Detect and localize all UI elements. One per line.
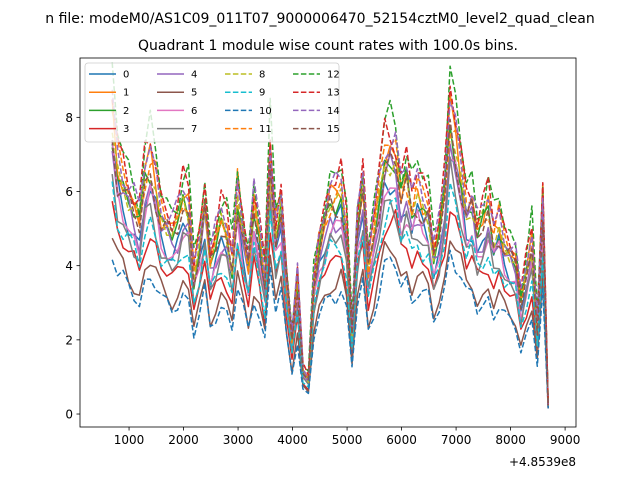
legend-label-5: 5 — [191, 88, 197, 99]
axes-border — [79, 57, 577, 428]
series-line-14 — [111, 89, 549, 406]
series-line-4 — [111, 143, 549, 406]
figure-suptitle: n file: modeM0/AS1C09_011T07_9000006470_… — [45, 11, 594, 27]
series-line-9 — [111, 181, 549, 408]
y-axis: 0 2 4 6 8 — [65, 111, 80, 422]
legend-label-1: 1 — [123, 88, 129, 99]
series-line-12 — [111, 62, 549, 405]
legend-label-8: 8 — [259, 70, 265, 81]
x-tick-label: 7000 — [441, 433, 472, 447]
legend-label-7: 7 — [191, 124, 197, 135]
x-tick-label: 4000 — [277, 433, 308, 447]
legend-label-13: 13 — [327, 88, 340, 99]
y-tick-label: 8 — [65, 111, 73, 125]
series-line-10 — [111, 249, 549, 409]
series-line-2 — [111, 124, 549, 406]
y-tick-label: 0 — [65, 408, 73, 422]
axes-frame — [79, 57, 577, 428]
x-tick-label: 1000 — [114, 433, 145, 447]
series-line-13 — [111, 85, 549, 405]
x-tick-label: 6000 — [386, 433, 417, 447]
y-tick-label: 2 — [65, 333, 73, 347]
legend-label-2: 2 — [123, 106, 129, 117]
x-tick-label: 8000 — [495, 433, 526, 447]
x-tick-label: 9000 — [550, 433, 581, 447]
x-tick-label: 5000 — [332, 433, 363, 447]
x-tick-label: 2000 — [168, 433, 199, 447]
y-tick-label: 4 — [65, 259, 73, 273]
series-line-8 — [111, 131, 549, 406]
x-offset-label: +4.8539e8 — [509, 455, 576, 469]
legend-label-12: 12 — [327, 70, 340, 81]
legend-label-14: 14 — [327, 106, 340, 117]
legend-box — [84, 62, 340, 143]
series-line-7 — [111, 156, 549, 407]
chart-title: Quadrant 1 module wise count rates with … — [138, 38, 518, 54]
legend-label-0: 0 — [123, 70, 129, 81]
legend-label-11: 11 — [259, 124, 272, 135]
series-line-15 — [111, 118, 549, 406]
legend-label-9: 9 — [259, 88, 265, 99]
series-layer — [111, 62, 549, 409]
x-tick-label: 3000 — [223, 433, 254, 447]
series-line-5 — [111, 237, 549, 409]
y-tick-label: 6 — [65, 185, 73, 199]
legend-label-6: 6 — [191, 106, 197, 117]
legend-label-15: 15 — [327, 124, 340, 135]
legend-label-10: 10 — [259, 106, 272, 117]
x-axis: 1000 2000 3000 4000 5000 6000 7000 8000 9000 — [114, 427, 581, 447]
legend-label-4: 4 — [191, 70, 197, 81]
legend-label-3: 3 — [123, 124, 129, 135]
